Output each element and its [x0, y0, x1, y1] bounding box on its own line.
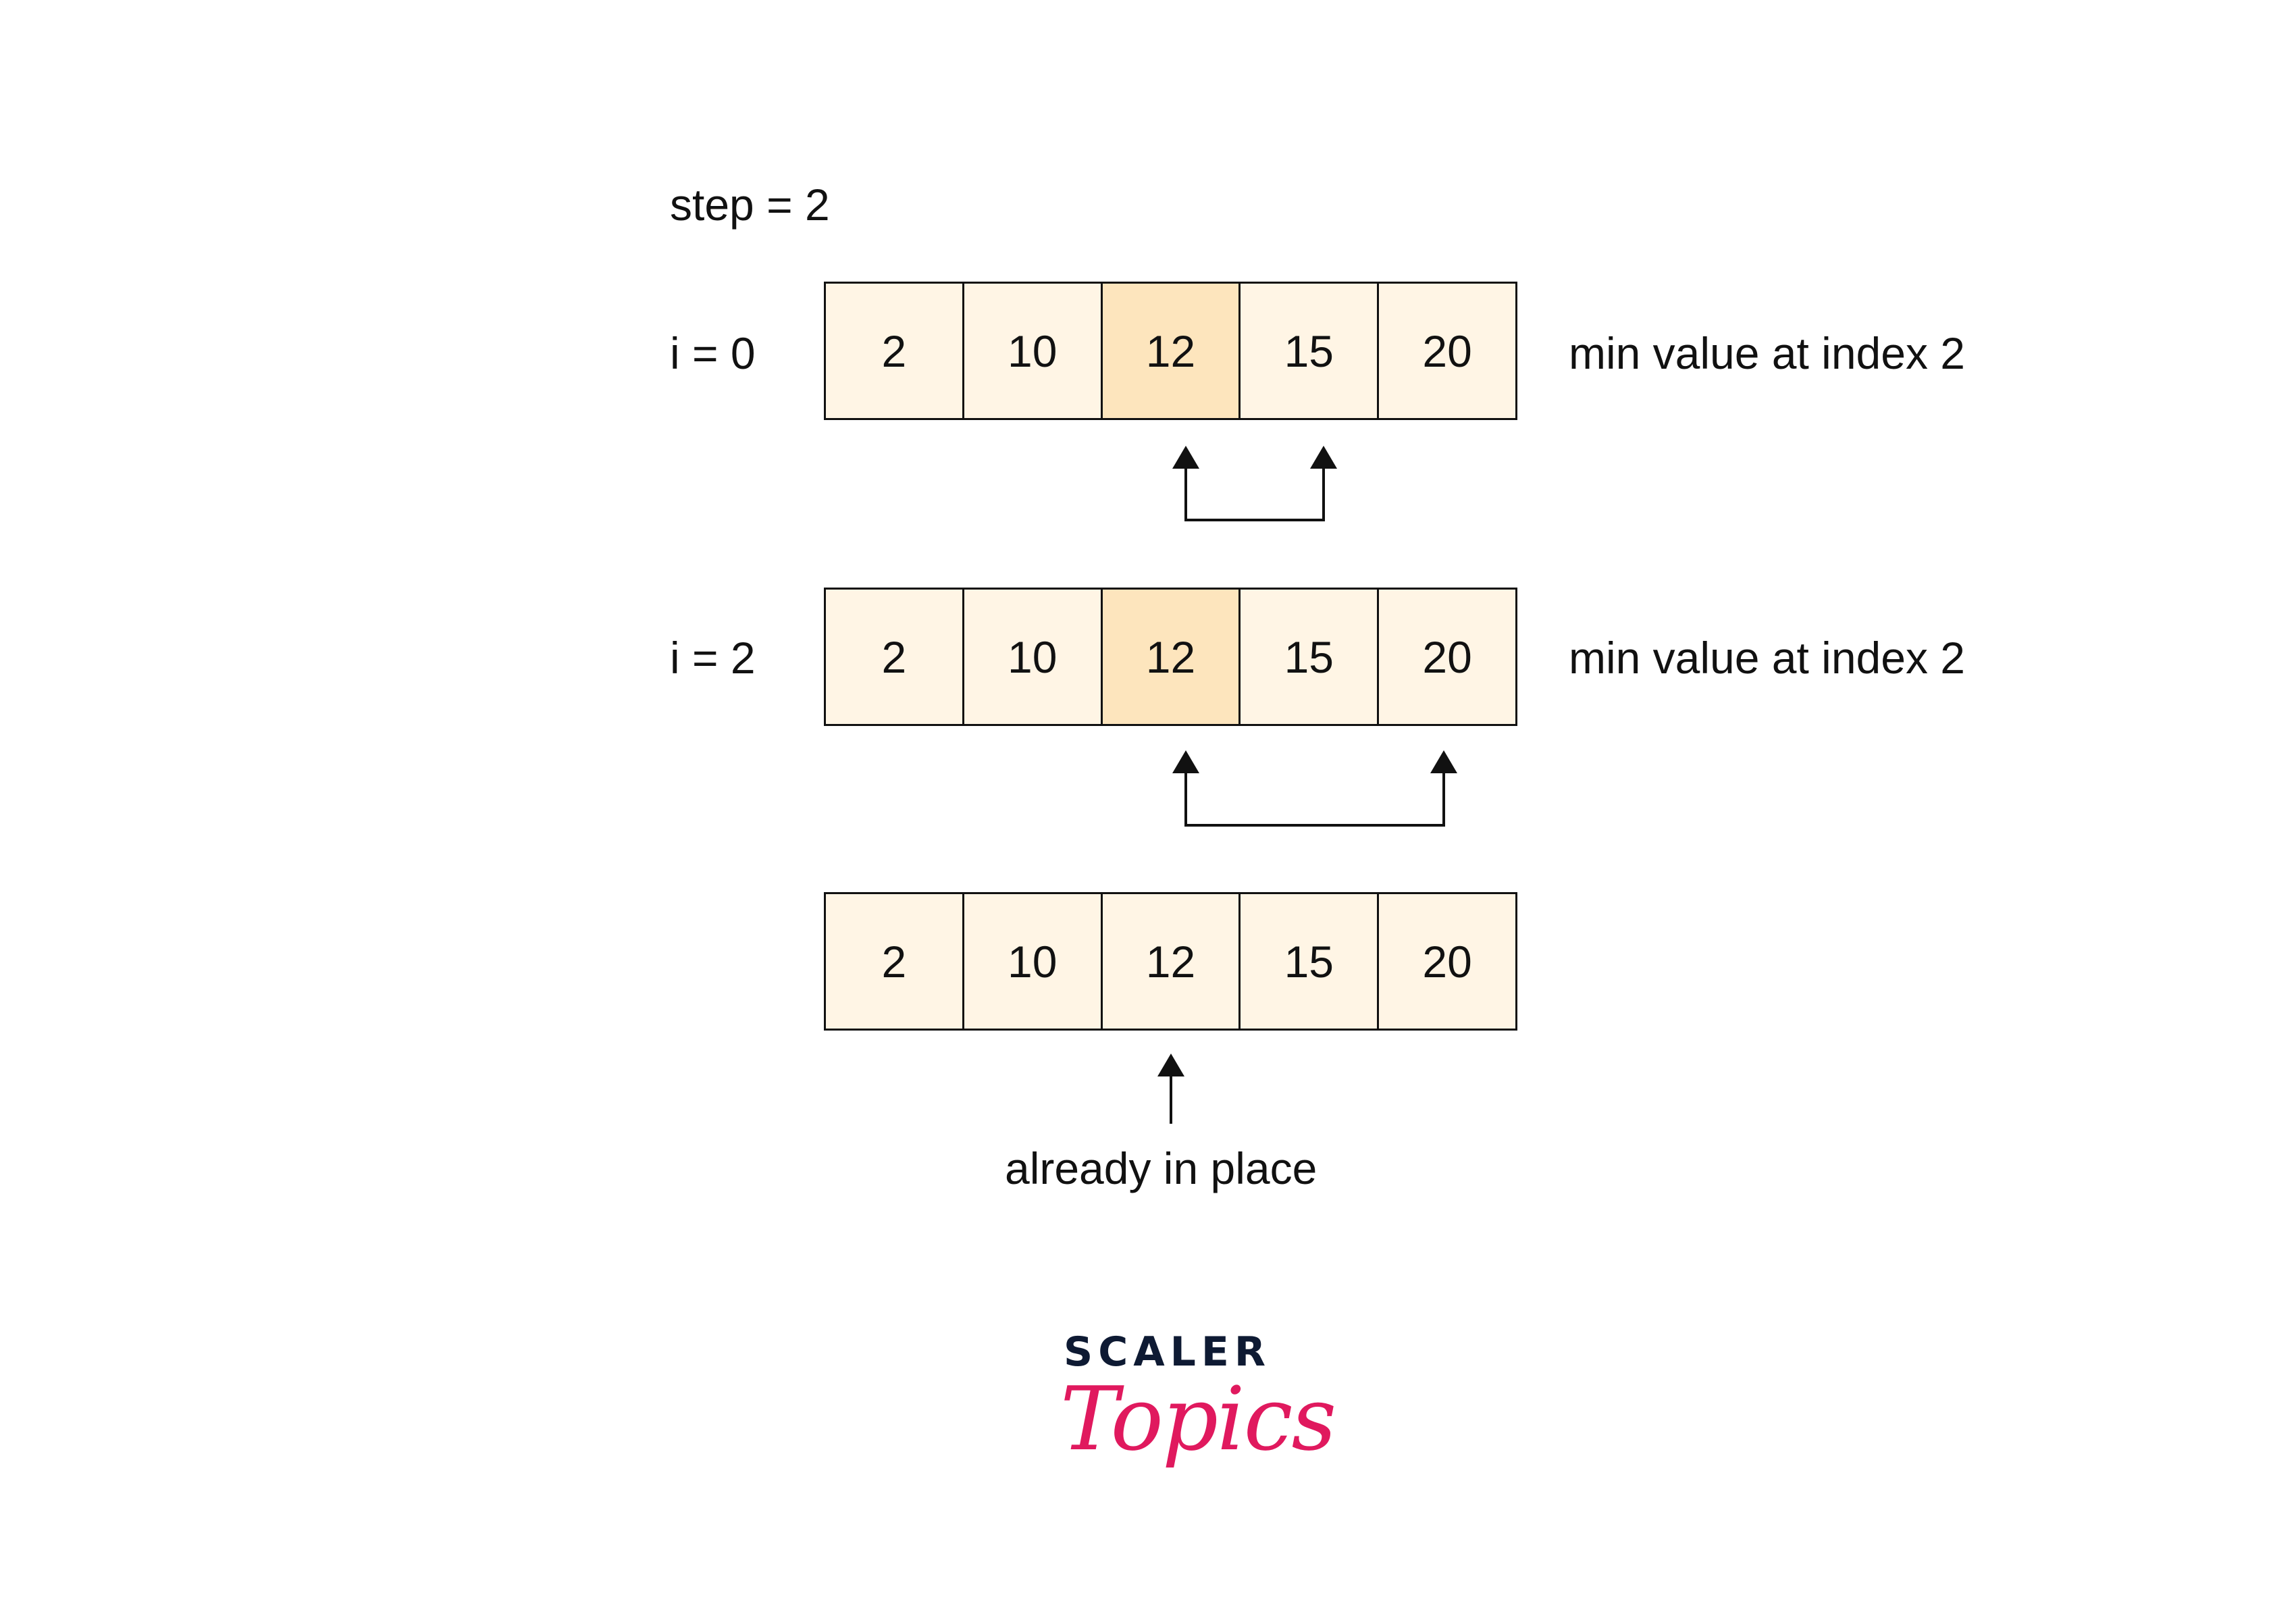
arrow-head: [1430, 750, 1457, 773]
array-cell: 10: [964, 590, 1103, 724]
row-note-2: min value at index 2: [1569, 633, 1966, 683]
array-cell: 15: [1241, 894, 1380, 1029]
array-row-3: 2 10 12 15 20: [824, 892, 1517, 1031]
array-cell: 10: [964, 284, 1103, 418]
array-row-1: 2 10 12 15 20: [824, 282, 1517, 420]
swap-arrow-2: [1184, 768, 1445, 827]
swap-arrow-1: [1184, 463, 1325, 521]
scaler-topics-logo: SCALER Topics: [1053, 1320, 1336, 1509]
array-cell: 2: [826, 590, 964, 724]
array-cell: 15: [1241, 284, 1380, 418]
array-cell: 20: [1379, 284, 1515, 418]
row-label-i2: i = 2: [670, 633, 756, 683]
array-cell: 2: [826, 894, 964, 1029]
array-cell: 20: [1379, 590, 1515, 724]
pointer-label: already in place: [1005, 1143, 1317, 1193]
logo-brand-text: SCALER: [1064, 1328, 1272, 1376]
row-label-i0: i = 0: [670, 328, 756, 378]
arrow-head: [1172, 750, 1199, 773]
step-label: step = 2: [670, 180, 830, 230]
arrow-head: [1310, 446, 1337, 469]
array-cell: 2: [826, 284, 964, 418]
array-cell: 15: [1241, 590, 1380, 724]
array-cell-highlighted: 12: [1102, 284, 1241, 418]
array-row-2: 2 10 12 15 20: [824, 588, 1517, 726]
logo-sub-text: Topics: [1060, 1368, 1336, 1470]
array-cell-highlighted: 12: [1102, 590, 1241, 724]
array-cell: 20: [1379, 894, 1515, 1029]
array-cell: 10: [964, 894, 1103, 1029]
array-cell: 12: [1102, 894, 1241, 1029]
row-note-1: min value at index 2: [1569, 328, 1966, 378]
pointer-arrow: [1157, 1054, 1184, 1124]
arrow-head: [1172, 446, 1199, 469]
